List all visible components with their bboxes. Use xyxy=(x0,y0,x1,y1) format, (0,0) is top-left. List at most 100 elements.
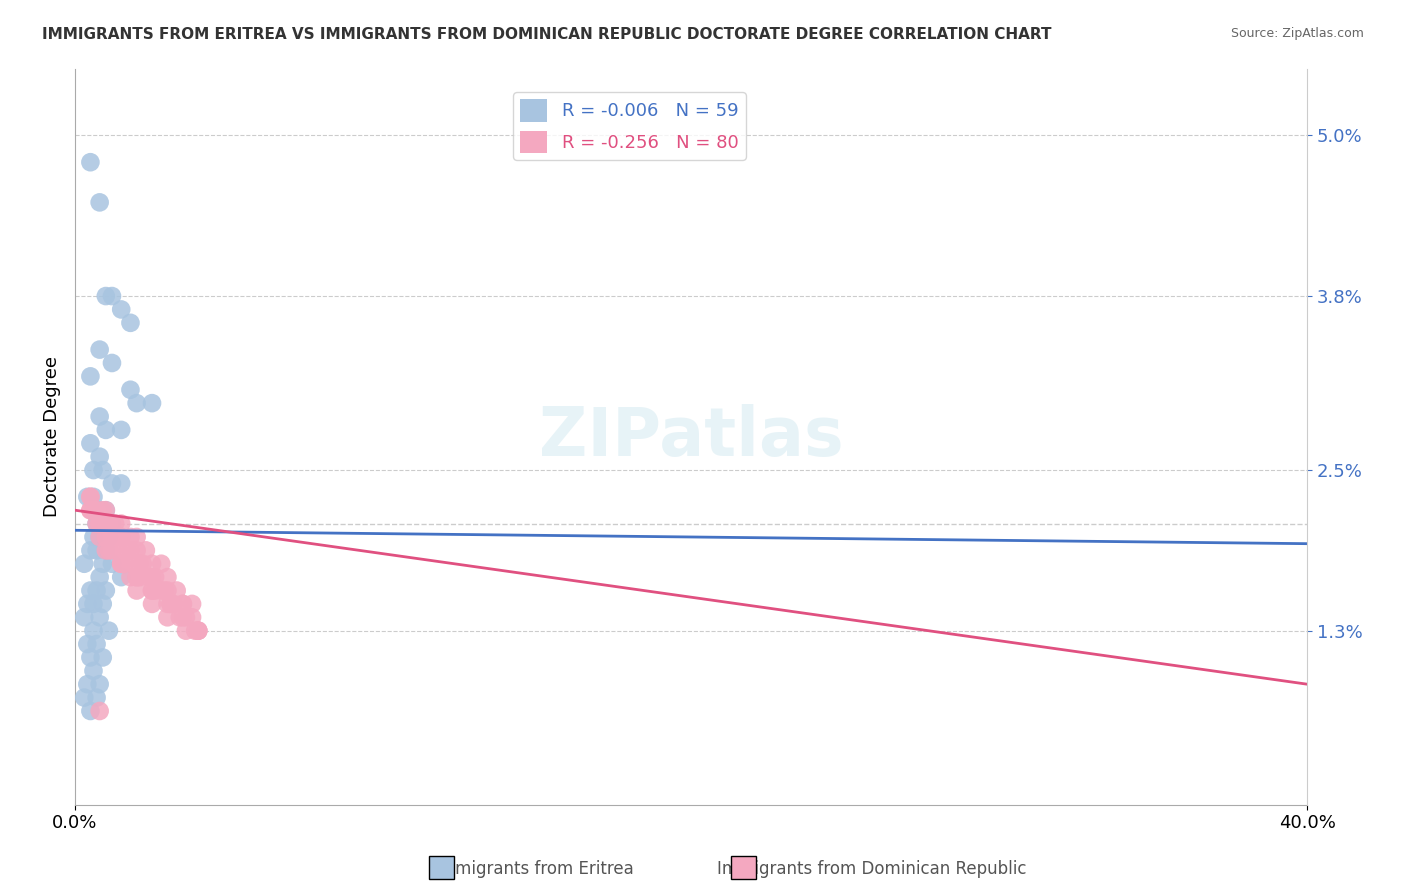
Point xyxy=(94,516,117,531)
Point xyxy=(153,583,176,598)
Point xyxy=(73,690,96,705)
Point xyxy=(101,543,124,558)
Point xyxy=(132,557,155,571)
Point xyxy=(79,436,101,450)
Point xyxy=(82,530,104,544)
Point xyxy=(89,516,111,531)
Point xyxy=(79,490,101,504)
Point xyxy=(120,543,142,558)
Point xyxy=(91,516,114,531)
Point xyxy=(89,610,111,624)
Point xyxy=(125,396,148,410)
Point xyxy=(101,516,124,531)
Point xyxy=(82,624,104,638)
Point xyxy=(187,624,209,638)
Point xyxy=(125,570,148,584)
Point xyxy=(169,610,191,624)
Point xyxy=(89,530,111,544)
Point xyxy=(89,409,111,424)
Point xyxy=(162,597,184,611)
Point xyxy=(94,583,117,598)
Text: Immigrants from Dominican Republic: Immigrants from Dominican Republic xyxy=(717,860,1026,878)
Point xyxy=(89,516,111,531)
Point xyxy=(172,597,194,611)
Point xyxy=(79,490,101,504)
Point xyxy=(156,610,179,624)
Point xyxy=(159,597,181,611)
Point xyxy=(128,557,150,571)
Point xyxy=(82,463,104,477)
Point xyxy=(101,289,124,303)
Point xyxy=(86,543,108,558)
Point xyxy=(82,664,104,678)
Point xyxy=(107,543,129,558)
Point xyxy=(150,557,173,571)
Point xyxy=(79,543,101,558)
Point xyxy=(97,624,120,638)
Point xyxy=(101,557,124,571)
Point xyxy=(120,570,142,584)
Point xyxy=(141,570,163,584)
Y-axis label: Doctorate Degree: Doctorate Degree xyxy=(44,356,60,517)
Point xyxy=(110,516,132,531)
Point xyxy=(156,597,179,611)
Point xyxy=(143,583,166,598)
Point xyxy=(79,650,101,665)
Point xyxy=(181,610,204,624)
Point xyxy=(184,624,207,638)
Point xyxy=(94,543,117,558)
Point xyxy=(91,650,114,665)
Point xyxy=(125,570,148,584)
Point xyxy=(91,463,114,477)
Point xyxy=(110,570,132,584)
Point xyxy=(187,624,209,638)
Point xyxy=(89,343,111,357)
Point xyxy=(138,570,160,584)
Text: IMMIGRANTS FROM ERITREA VS IMMIGRANTS FROM DOMINICAN REPUBLIC DOCTORATE DEGREE C: IMMIGRANTS FROM ERITREA VS IMMIGRANTS FR… xyxy=(42,27,1052,42)
Point xyxy=(97,516,120,531)
Point xyxy=(135,543,157,558)
Point xyxy=(141,557,163,571)
Point xyxy=(89,516,111,531)
Point xyxy=(91,597,114,611)
Point xyxy=(79,503,101,517)
Point xyxy=(117,543,139,558)
Point xyxy=(110,557,132,571)
Point xyxy=(89,677,111,691)
Point xyxy=(181,597,204,611)
Point xyxy=(110,530,132,544)
Point xyxy=(110,530,132,544)
Point xyxy=(94,516,117,531)
Point xyxy=(156,570,179,584)
Point xyxy=(79,503,101,517)
Text: Immigrants from Eritrea: Immigrants from Eritrea xyxy=(434,860,634,878)
Text: ZIPatlas: ZIPatlas xyxy=(538,403,844,469)
Point xyxy=(86,503,108,517)
Point xyxy=(97,543,120,558)
Point xyxy=(89,530,111,544)
Point xyxy=(120,530,142,544)
Point xyxy=(73,610,96,624)
Point xyxy=(143,570,166,584)
Point xyxy=(94,543,117,558)
Point xyxy=(110,302,132,317)
Point xyxy=(91,516,114,531)
Point xyxy=(166,583,188,598)
Point xyxy=(110,476,132,491)
Point xyxy=(76,677,98,691)
Point xyxy=(94,503,117,517)
Text: Source: ZipAtlas.com: Source: ZipAtlas.com xyxy=(1230,27,1364,40)
Point xyxy=(156,583,179,598)
Point xyxy=(125,583,148,598)
Point xyxy=(76,490,98,504)
Point xyxy=(101,530,124,544)
Point xyxy=(89,570,111,584)
Point xyxy=(150,583,173,598)
Point xyxy=(125,530,148,544)
Point xyxy=(120,316,142,330)
Point xyxy=(94,503,117,517)
Point xyxy=(76,597,98,611)
Point xyxy=(89,503,111,517)
Point xyxy=(91,503,114,517)
Point xyxy=(122,557,145,571)
